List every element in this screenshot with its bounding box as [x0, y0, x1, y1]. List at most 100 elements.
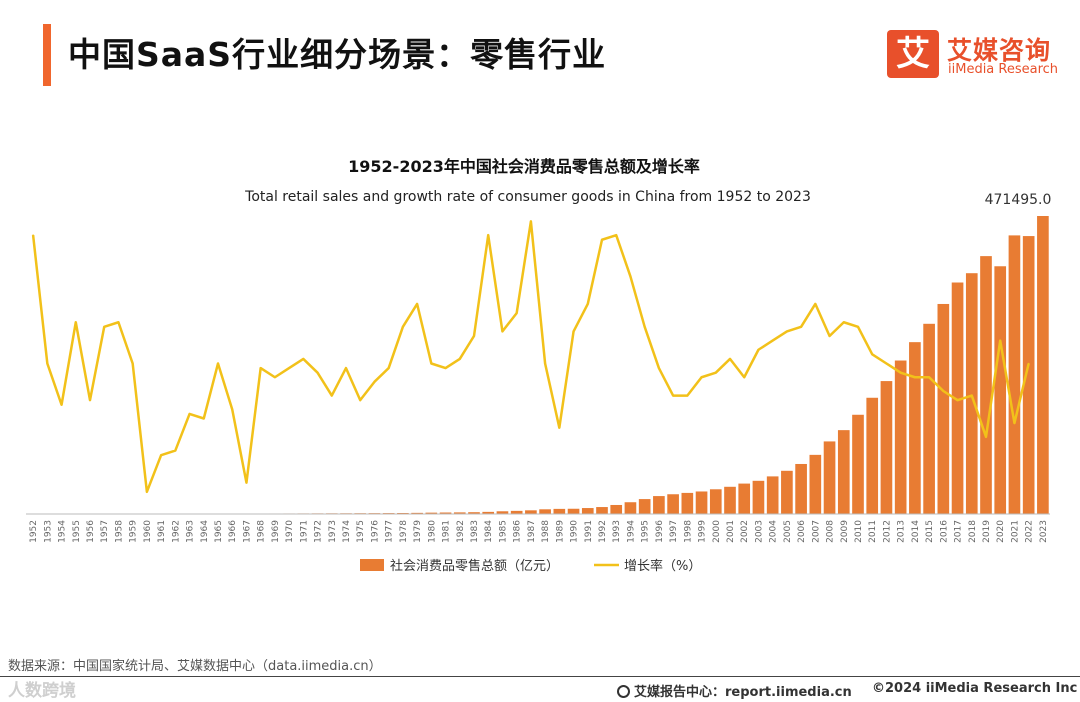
- copyright: ©2024 iiMedia Research Inc: [872, 681, 1078, 696]
- x-tick-2017: 2017: [954, 520, 964, 543]
- x-tick-1985: 1985: [498, 520, 508, 543]
- growth-point-2012: [885, 362, 888, 365]
- report-globe-icon: [617, 685, 630, 698]
- growth-point-2014: [914, 376, 916, 379]
- growth-point-2019: [985, 436, 987, 438]
- x-tick-2006: 2006: [797, 520, 807, 543]
- growth-point-1988: [544, 362, 546, 365]
- line-series: [31, 220, 1030, 494]
- bar-1987: [525, 510, 537, 514]
- bar-2013: [894, 360, 907, 514]
- bar-2015: [923, 323, 935, 514]
- footer-divider: [0, 676, 1080, 677]
- x-tick-1968: 1968: [257, 520, 267, 543]
- bar-series: [27, 216, 1049, 515]
- growth-point-1995: [643, 326, 646, 328]
- bar-2017: [951, 282, 964, 514]
- x-tick-2008: 2008: [826, 520, 836, 543]
- growth-point-1973: [330, 394, 333, 397]
- bar-1999: [695, 491, 708, 514]
- growth-point-2021: [1013, 422, 1016, 424]
- growth-point-2020: [999, 339, 1002, 342]
- x-tick-2001: 2001: [726, 520, 736, 543]
- bar-2004: [766, 476, 779, 514]
- x-tick-1979: 1979: [413, 520, 423, 543]
- x-tick-2012: 2012: [882, 520, 892, 543]
- x-tick-2009: 2009: [840, 520, 850, 543]
- bar-2007: [809, 454, 822, 514]
- growth-point-1983: [473, 335, 475, 337]
- page-title: 中国SaaS行业细分场景：零售行业: [68, 35, 607, 74]
- x-tick-1975: 1975: [356, 520, 366, 543]
- x-tick-1954: 1954: [58, 520, 68, 543]
- legend-bar-label: 社会消费品零售总额（亿元）: [390, 558, 559, 574]
- growth-point-1986: [515, 312, 518, 314]
- iimedia-logo[interactable]: 艾 艾媒咨询 iiMedia Research: [887, 30, 1067, 82]
- logo-en-name: iiMedia Research: [948, 62, 1059, 77]
- growth-point-2011: [871, 353, 874, 356]
- legend-line-label: 增长率（%）: [624, 558, 701, 574]
- logo-cn-name: 艾媒咨询: [947, 36, 1052, 65]
- growth-point-1959: [131, 362, 134, 365]
- x-tick-1980: 1980: [427, 520, 437, 543]
- bar-2006: [795, 463, 807, 514]
- x-tick-2010: 2010: [854, 520, 864, 543]
- x-tick-1973: 1973: [328, 520, 338, 543]
- growth-point-1972: [316, 371, 319, 374]
- growth-point-2002: [743, 376, 746, 379]
- growth-point-2018: [970, 394, 973, 397]
- x-tick-1961: 1961: [157, 520, 167, 543]
- x-tick-1996: 1996: [655, 520, 665, 543]
- bar-1993: [610, 504, 623, 514]
- x-tick-1964: 1964: [200, 520, 210, 543]
- bar-2011: [866, 397, 879, 514]
- x-tick-1988: 1988: [541, 520, 551, 543]
- growth-point-2004: [771, 339, 774, 342]
- x-tick-2007: 2007: [811, 520, 821, 543]
- growth-point-1954: [60, 403, 63, 406]
- x-tick-1994: 1994: [626, 520, 636, 543]
- x-tick-1966: 1966: [228, 520, 238, 543]
- growth-point-1979: [416, 303, 418, 305]
- growth-point-1965: [217, 362, 219, 365]
- report-center-text: 艾媒报告中心：report.iimedia.cn: [634, 685, 852, 700]
- growth-point-2008: [828, 335, 831, 337]
- growth-point-1966: [231, 408, 234, 411]
- growth-point-2001: [729, 358, 731, 360]
- x-tick-1998: 1998: [683, 520, 693, 543]
- report-center-link[interactable]: 艾媒报告中心：report.iimedia.cn: [617, 681, 852, 700]
- growth-point-2007: [814, 303, 817, 305]
- x-tick-1977: 1977: [385, 520, 395, 543]
- bar-2001: [724, 486, 736, 514]
- growth-point-1990: [572, 330, 575, 333]
- bar-1986: [510, 510, 523, 514]
- legend: 社会消费品零售总额（亿元） 增长率（%）: [360, 558, 701, 574]
- bar-1983: [468, 512, 480, 514]
- x-tick-2011: 2011: [868, 520, 878, 543]
- bar-1990: [567, 508, 580, 514]
- growth-point-1952: [32, 234, 34, 236]
- bar-1989: [553, 508, 566, 514]
- x-tick-2005: 2005: [783, 520, 793, 543]
- x-tick-1976: 1976: [370, 520, 380, 543]
- bar-1998: [681, 492, 694, 514]
- x-tick-1991: 1991: [584, 520, 594, 543]
- bar-2019: [980, 256, 992, 514]
- x-tick-1960: 1960: [143, 520, 153, 543]
- growth-point-1960: [146, 491, 148, 493]
- growth-point-1992: [601, 238, 603, 241]
- x-tick-1984: 1984: [484, 520, 494, 543]
- growth-point-1982: [458, 358, 461, 360]
- x-tick-1990: 1990: [570, 520, 580, 543]
- bar-2005: [781, 470, 793, 514]
- growth-point-2006: [800, 326, 802, 328]
- bar-1988: [539, 509, 551, 514]
- growth-point-2000: [714, 371, 717, 374]
- growth-point-1991: [586, 303, 589, 305]
- bar-1982: [453, 512, 466, 514]
- growth-point-1953: [46, 362, 49, 365]
- x-tick-1999: 1999: [698, 520, 708, 543]
- bar-1979: [411, 512, 423, 514]
- x-tick-1967: 1967: [242, 520, 252, 543]
- x-tick-1969: 1969: [271, 520, 281, 543]
